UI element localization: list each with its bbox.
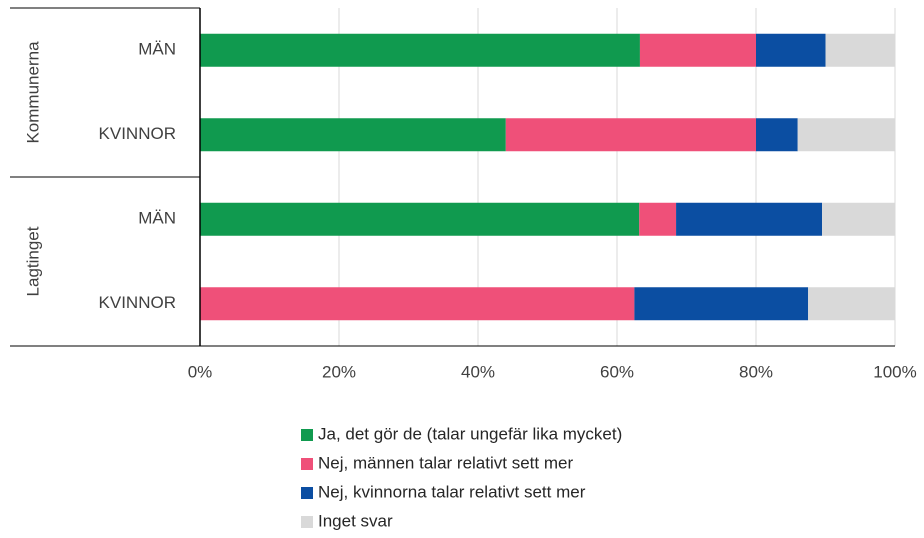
bar-segment	[639, 33, 756, 67]
bar-segment	[822, 202, 895, 236]
bar-segment	[200, 33, 640, 67]
legend-label: Inget svar	[318, 511, 393, 530]
legend-label: Nej, kvinnorna talar relativt sett mer	[318, 482, 586, 501]
bar-segment	[200, 118, 506, 152]
bar-segment	[505, 118, 756, 152]
bar-segment	[639, 202, 677, 236]
x-tick-label: 20%	[322, 362, 356, 381]
y-tick-label: MÄN	[138, 209, 176, 228]
group-label: Lagtinget	[23, 226, 42, 296]
legend-swatch	[301, 487, 313, 499]
bar-segment	[808, 287, 895, 321]
bar-segment	[756, 118, 798, 152]
bar-segment	[634, 287, 809, 321]
bar-segment	[200, 202, 640, 236]
y-tick-label: KVINNOR	[99, 293, 176, 312]
bar-segment	[797, 118, 895, 152]
bar-segment	[756, 33, 826, 67]
bar-segment	[825, 33, 895, 67]
legend: Ja, det gör de (talar ungefär lika mycke…	[301, 424, 622, 530]
bar-segment	[676, 202, 823, 236]
group-label: Kommunerna	[23, 41, 42, 144]
legend-swatch	[301, 458, 313, 470]
legend-label: Nej, männen talar relativt sett mer	[318, 453, 573, 472]
legend-label: Ja, det gör de (talar ungefär lika mycke…	[318, 424, 622, 443]
y-tick-label: MÄN	[138, 40, 176, 59]
x-tick-label: 0%	[188, 362, 213, 381]
y-tick-label: KVINNOR	[99, 124, 176, 143]
x-tick-label: 40%	[461, 362, 495, 381]
x-tick-label: 60%	[600, 362, 634, 381]
x-tick-label: 100%	[873, 362, 916, 381]
legend-swatch	[301, 429, 313, 441]
bar-segment	[200, 287, 635, 321]
legend-swatch	[301, 516, 313, 528]
x-tick-label: 80%	[739, 362, 773, 381]
